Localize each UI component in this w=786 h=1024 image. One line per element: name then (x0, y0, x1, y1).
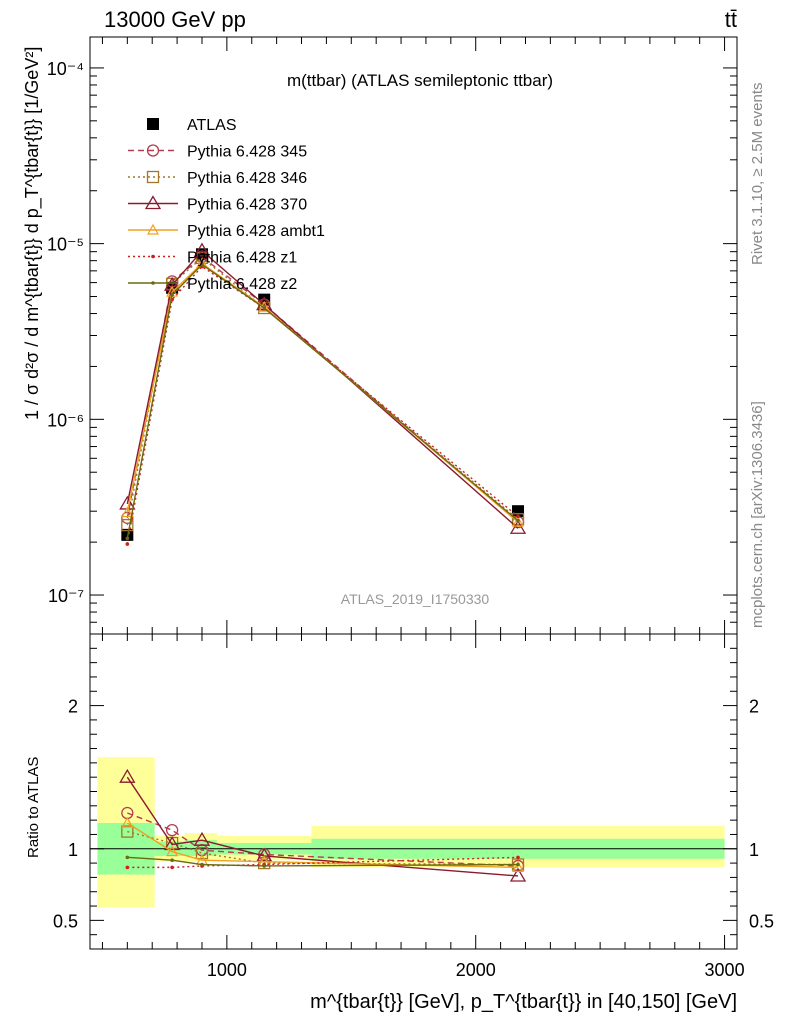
ratio-plot-area (119, 768, 527, 882)
x-tick-label: 2000 (456, 960, 496, 980)
main-title: m(ttbar) (ATLAS semileptonic ttbar) (287, 71, 553, 90)
legend-label: Pythia 6.428 370 (187, 197, 307, 214)
mc-point (125, 536, 130, 541)
legend-marker (151, 281, 155, 285)
ratio-point (516, 862, 520, 867)
ratio-ticks: 0.5 0.5 1 1 2 2 1000 2000 3000 (53, 634, 774, 980)
mcplots-label: mcplots.cern.ch [arXiv:1306.3436] (749, 401, 766, 628)
ratio-frame (89, 633, 738, 950)
mc-point (511, 515, 525, 527)
ratio-point (121, 816, 134, 828)
ratio-point (170, 858, 174, 863)
legend-marker (146, 170, 160, 184)
main-y-tick-label: 10⁻⁶ (47, 410, 84, 430)
mc-point (125, 542, 130, 546)
ratio-y-tick-label: 1 (68, 840, 78, 860)
ratio-point (200, 862, 204, 867)
legend-marker (146, 144, 160, 157)
main-ticks: 10⁻⁷ 10⁻⁶ 10⁻⁵ 10⁻⁴ (47, 37, 737, 635)
x-tick-label: 3000 (705, 960, 745, 980)
ratio-series-line (127, 856, 519, 869)
legend-marker (144, 195, 162, 210)
ratio-point (516, 855, 520, 860)
ratio-point (119, 768, 136, 783)
main-y-tick-label: 10⁻⁴ (47, 59, 84, 79)
main-y-tick-label: 10⁻⁵ (47, 235, 84, 255)
mc-point (121, 518, 134, 532)
ratio-y-tick-label-right: 2 (749, 697, 759, 717)
legend-label: ATLAS (187, 117, 237, 134)
ratio-point (193, 831, 211, 846)
ratio-point (163, 836, 181, 851)
data-point (195, 248, 208, 261)
main-y-axis-label: 1 / σ d²σ / d m^{tbar{t}} d p_T^{tbar{t}… (22, 47, 43, 420)
ratio-point (509, 867, 527, 882)
ratio-point (121, 825, 134, 838)
mc-point (262, 306, 266, 310)
ratio-y-tick-label: 2 (68, 697, 78, 717)
ratio-uncertainty-bands (90, 757, 737, 908)
ratio-point (166, 845, 179, 857)
main-series-line (126, 262, 519, 523)
ratio-point (195, 846, 209, 860)
ratio-point (262, 864, 266, 868)
main-series-line (126, 265, 519, 545)
legend: ATLAS Pythia 6.428 345 Pythia 6.428 346 Pyt… (128, 117, 325, 293)
main-series-line (126, 256, 519, 526)
legend-label: Pythia 6.428 z2 (187, 276, 297, 293)
mc-point (163, 276, 181, 291)
mc-point (119, 495, 136, 510)
mc-point (200, 262, 204, 267)
main-y-tick-label: 10⁻⁷ (48, 586, 84, 606)
mc-point (170, 293, 174, 297)
x-axis-label: m^{tbar{t}} [GeV], p_T^{tbar{t}} in [40,… (310, 991, 737, 1013)
ratio-series-line (126, 822, 519, 869)
ratio-point (125, 865, 130, 870)
ratio-point (125, 855, 130, 860)
main-series-line (126, 263, 519, 539)
ratio-y-axis-label: Ratio to ATLAS (25, 757, 42, 858)
legend-label: Pythia 6.428 346 (187, 170, 307, 187)
main-series-line (126, 249, 519, 529)
header-left-label: 13000 GeV pp (104, 7, 246, 32)
legend-marker (151, 254, 155, 259)
legend-label: Pythia 6.428 z1 (187, 250, 297, 267)
mc-point (511, 513, 525, 526)
ratio-point (256, 847, 273, 862)
rivet-label: Rivet 3.1.10, ≥ 2.5M events (749, 83, 766, 266)
ratio-y-tick-label: 0.5 (53, 911, 78, 931)
mc-point (516, 518, 520, 523)
legend-marker (147, 118, 159, 130)
ratio-y-tick-label-right: 0.5 (749, 911, 774, 931)
ratio-point (170, 865, 174, 870)
mc-point (509, 519, 527, 534)
x-tick-label: 1000 (207, 960, 247, 980)
main-series-line (126, 256, 519, 523)
main-panel: 10⁻⁷ 10⁻⁶ 10⁻⁵ 10⁻⁴ m(ttbar) (ATLAS semilep… (22, 36, 738, 635)
mc-point (193, 242, 211, 257)
ratio-point (165, 824, 179, 837)
legend-label: Pythia 6.428 ambt1 (187, 223, 325, 240)
ratio-panel: 0.5 0.5 1 1 2 2 1000 2000 3000 Ratio to ATLAS m^… (25, 633, 774, 1013)
mc-point (516, 514, 520, 519)
ratio-series-line (127, 812, 519, 867)
main-plot-area (119, 242, 527, 546)
ratio-y-tick-label-right: 1 (749, 840, 759, 860)
legend-label: Pythia 6.428 345 (187, 144, 307, 161)
watermark: ATLAS_2019_I1750330 (341, 591, 490, 607)
mc-point (121, 506, 134, 518)
header-right-label: tt̄ (725, 7, 737, 32)
ratio-point (511, 861, 525, 872)
legend-marker (146, 223, 160, 235)
